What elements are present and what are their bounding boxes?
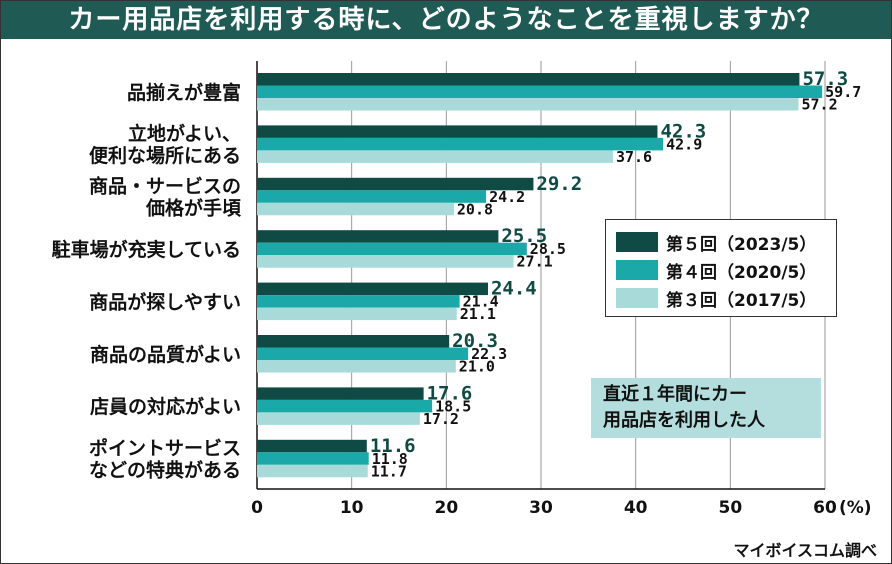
legend-label-2023: 第５回（2023/5） bbox=[666, 234, 817, 255]
chart-title: カー用品店を利用する時に、どのようなことを重視しますか？ bbox=[1, 1, 891, 39]
category-label: 便利な場所にある bbox=[89, 145, 241, 167]
value-label: 22.3 bbox=[471, 345, 507, 363]
value-label: 11.6 bbox=[370, 435, 416, 457]
x-tick-label: 30 bbox=[529, 498, 553, 518]
x-tick-label: 50 bbox=[718, 498, 742, 518]
legend-item-2017: 第３回（2017/5） bbox=[616, 286, 817, 311]
value-label: 11.8 bbox=[372, 450, 408, 468]
legend-label-2017: 第３回（2017/5） bbox=[666, 290, 817, 311]
x-tick-label: 0 bbox=[251, 498, 263, 518]
value-label: 42.9 bbox=[666, 135, 702, 153]
bar bbox=[257, 307, 457, 321]
value-label: 24.4 bbox=[491, 278, 537, 300]
bar bbox=[257, 282, 488, 296]
bar bbox=[257, 230, 499, 243]
bar bbox=[257, 295, 460, 308]
bar bbox=[257, 177, 534, 191]
value-label: 37.6 bbox=[616, 148, 652, 166]
x-tick-label: 20 bbox=[434, 498, 458, 518]
legend-swatch-2020 bbox=[616, 260, 658, 280]
value-label: 21.4 bbox=[463, 293, 499, 311]
legend-swatch-2017 bbox=[616, 288, 658, 308]
value-label: 20.3 bbox=[452, 330, 498, 352]
bar bbox=[257, 412, 420, 425]
value-label: 21.1 bbox=[460, 305, 496, 323]
value-label: 20.8 bbox=[457, 200, 493, 218]
category-label: 立地がよい、 bbox=[128, 122, 241, 145]
category-label: 商品・サービスの bbox=[89, 175, 241, 198]
bar bbox=[257, 255, 514, 268]
category-label: 店員の対応がよい bbox=[90, 395, 241, 418]
value-label: 11.7 bbox=[371, 462, 407, 480]
value-label: 17.6 bbox=[427, 382, 473, 404]
bar bbox=[257, 335, 450, 348]
value-label: 57.3 bbox=[802, 68, 848, 90]
legend-item-2020: 第４回（2020/5） bbox=[616, 258, 817, 283]
x-tick-label: 10 bbox=[340, 498, 364, 518]
value-label: 18.5 bbox=[435, 397, 471, 415]
bar bbox=[257, 98, 799, 111]
x-axis-unit: (%) bbox=[839, 498, 872, 518]
category-label: などの特典がある bbox=[89, 459, 241, 482]
x-tick-label: 40 bbox=[624, 498, 648, 518]
category-label: ポイントサービス bbox=[89, 437, 241, 460]
category-label: 商品の品質がよい bbox=[90, 343, 241, 366]
bar bbox=[257, 125, 658, 138]
legend: 第５回（2023/5） 第４回（2020/5） 第３回（2017/5） bbox=[605, 219, 837, 317]
value-label: 59.7 bbox=[825, 83, 861, 101]
value-label: 17.2 bbox=[423, 410, 459, 428]
category-label: 価格が手頃 bbox=[145, 197, 242, 220]
bar bbox=[257, 347, 469, 360]
legend-swatch-2023 bbox=[616, 232, 658, 252]
value-label: 57.2 bbox=[801, 96, 837, 114]
bar bbox=[257, 73, 800, 86]
bar bbox=[257, 360, 456, 373]
value-label: 24.2 bbox=[489, 188, 525, 206]
value-label: 27.1 bbox=[517, 253, 553, 271]
category-label: 駐車場が充実している bbox=[52, 238, 241, 261]
bar bbox=[257, 137, 664, 151]
x-tick-label: 60 bbox=[813, 498, 837, 518]
bar bbox=[257, 387, 424, 400]
bar bbox=[257, 85, 823, 98]
value-label: 25.5 bbox=[501, 225, 547, 247]
bar bbox=[257, 464, 368, 478]
legend-label-2020: 第４回（2020/5） bbox=[666, 262, 817, 283]
bar bbox=[257, 439, 367, 453]
respondent-note: 直近１年間にカー 用品店を利用した人 bbox=[591, 378, 821, 438]
bar bbox=[257, 202, 454, 216]
legend-item-2023: 第５回（2023/5） bbox=[616, 230, 817, 255]
value-label: 21.0 bbox=[459, 358, 495, 376]
bar bbox=[257, 452, 369, 465]
value-label: 42.3 bbox=[660, 120, 706, 142]
bar bbox=[257, 150, 613, 163]
category-label: 商品が探しやすい bbox=[89, 290, 241, 313]
bar bbox=[257, 399, 433, 413]
value-label: 28.5 bbox=[530, 240, 566, 258]
bar bbox=[257, 190, 487, 203]
value-label: 29.2 bbox=[536, 173, 582, 195]
source-credit: マイボイスコム調べ bbox=[733, 541, 877, 560]
category-label: 品揃えが豊富 bbox=[127, 81, 241, 104]
bar bbox=[257, 242, 527, 256]
